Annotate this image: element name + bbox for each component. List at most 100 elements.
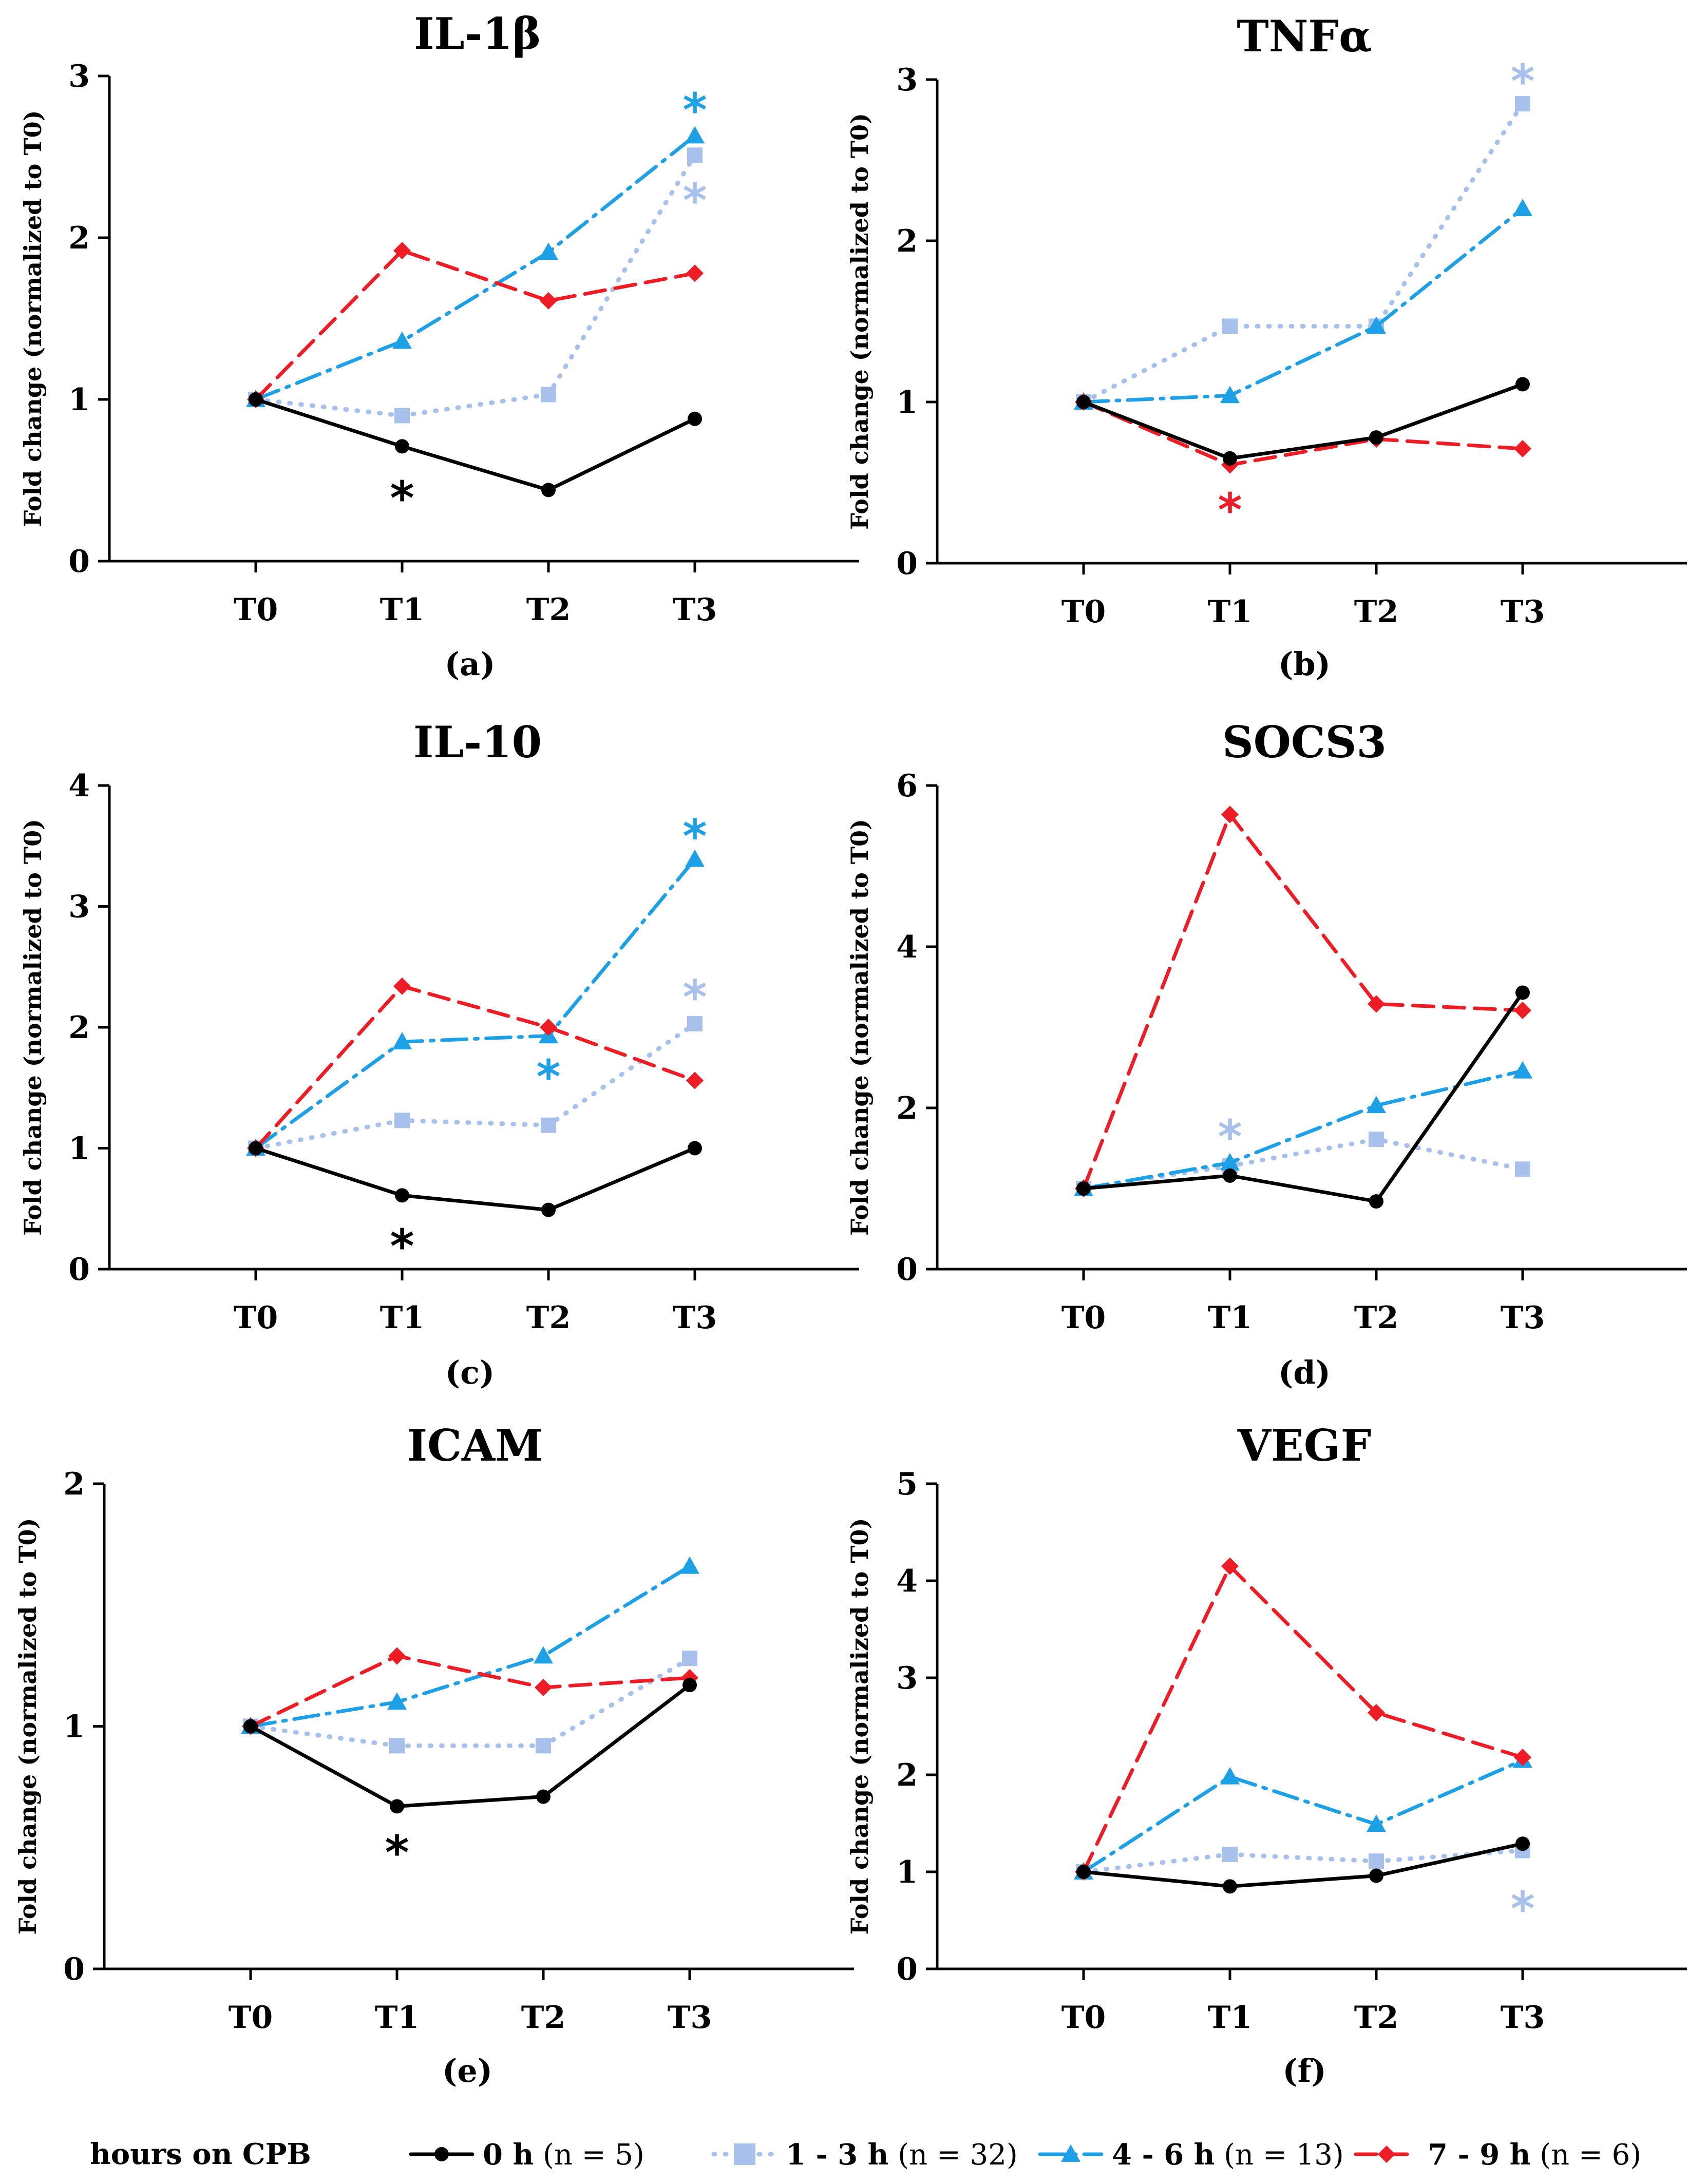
x-tick-label: T1: [1208, 2000, 1252, 2036]
data-point-h1_3: [1515, 1161, 1530, 1177]
data-point-h0: [536, 1789, 551, 1804]
panel-title: IL-1β: [414, 8, 541, 59]
data-point-h0: [249, 392, 263, 407]
data-point-h0: [1515, 1836, 1530, 1851]
data-point-h0: [243, 1719, 258, 1734]
significance-star: *: [390, 471, 414, 525]
data-point-h4_6: [1367, 316, 1386, 334]
data-point-h0: [1223, 1168, 1237, 1183]
y-tick-label: 4: [896, 1563, 918, 1599]
x-tick-label: T2: [1354, 594, 1398, 630]
legend-title: hours on CPB: [90, 2137, 311, 2171]
y-axis-label: Fold change (normalized to T0): [19, 110, 47, 527]
x-tick-label: T3: [1501, 1300, 1545, 1336]
significance-star: *: [682, 83, 707, 137]
x-tick-label: T0: [1061, 2000, 1106, 2036]
y-tick-label: 1: [68, 1131, 90, 1167]
data-point-h0: [1369, 430, 1383, 445]
legend-marker: [1061, 2144, 1080, 2162]
x-tick-label: T3: [1501, 594, 1545, 630]
y-tick-label: 3: [896, 1660, 918, 1696]
data-point-h7_9: [393, 242, 411, 260]
y-tick-label: 2: [896, 1090, 918, 1126]
legend-label-bold: 4 - 6 h: [1112, 2138, 1215, 2172]
series-line-h0: [254, 1146, 697, 1212]
x-tick-label: T1: [380, 1300, 424, 1336]
legend-label-bold: 1 - 3 h: [786, 2138, 888, 2172]
series-line-h0: [1082, 1842, 1525, 1888]
data-point-h0: [541, 483, 556, 497]
y-tick-label: 1: [68, 382, 90, 418]
legend-item-h4_6: 4 - 6 h (n = 13): [1038, 2138, 1344, 2172]
x-tick-label: T3: [673, 592, 717, 628]
significance-star: *: [1218, 484, 1242, 538]
panel-2: TNFα 0 1 2 3 T0 T1 T2 T3 Fold change (normalized …: [846, 11, 1687, 683]
series-line-h4_6: [1082, 206, 1525, 404]
y-tick-label: 2: [63, 1466, 85, 1502]
panel-title: IL-10: [413, 717, 542, 768]
data-point-h4_6: [1220, 1153, 1240, 1171]
data-point-h7_9: [388, 1647, 406, 1665]
x-tick-label: T2: [1354, 1300, 1398, 1336]
x-tick-label: T0: [234, 1300, 278, 1336]
data-point-h7_9: [1514, 1748, 1531, 1766]
data-point-h0: [1223, 1879, 1237, 1894]
data-point-h7_9: [1368, 1704, 1385, 1722]
panel-label: (f): [1282, 2052, 1326, 2090]
legend-label: 1 - 3 h (n = 32): [786, 2138, 1018, 2172]
series-line-h4_6: [254, 134, 697, 401]
data-point-h0: [249, 1141, 263, 1156]
x-tick-label: T2: [521, 2000, 565, 2036]
series-line-h7_9: [1082, 813, 1525, 1191]
y-tick-label: 0: [68, 1252, 90, 1288]
data-point-h7_9: [686, 1071, 704, 1089]
data-point-h0: [1076, 1181, 1091, 1196]
panel-label: (c): [445, 1354, 495, 1391]
data-point-h4_6: [534, 1646, 553, 1664]
data-point-h0: [395, 1188, 409, 1203]
panel-title: SOCS3: [1222, 717, 1387, 768]
data-point-h0: [1223, 451, 1237, 466]
data-point-h7_9: [1514, 1002, 1531, 1020]
y-axis-label: Fold change (normalized to T0): [14, 1518, 42, 1935]
significance-star: *: [1510, 1882, 1534, 1936]
series-line-h1_3: [253, 1021, 697, 1151]
y-tick-label: 2: [896, 1757, 918, 1793]
panel-label: (a): [445, 645, 496, 683]
data-point-h1_3: [1369, 1132, 1384, 1147]
data-point-h4_6: [392, 331, 412, 349]
panel-4: SOCS3 0 2 4 6 T0 T1 T2 T3 Fold change (normalized…: [846, 717, 1687, 1391]
x-tick-label: T2: [526, 592, 571, 628]
y-tick-label: 6: [896, 768, 918, 804]
data-point-h7_9: [1514, 440, 1531, 458]
data-point-h4_6: [1220, 386, 1240, 404]
data-point-h0: [682, 1678, 697, 1693]
x-tick-label: T1: [1208, 594, 1252, 630]
data-point-h0: [541, 1202, 556, 1217]
x-tick-label: T1: [375, 2000, 419, 2036]
y-tick-label: 5: [896, 1466, 918, 1502]
data-point-h0: [390, 1799, 404, 1814]
significance-star: *: [385, 1826, 409, 1880]
data-point-h0: [688, 411, 702, 426]
legend-label: 0 h (n = 5): [483, 2138, 644, 2172]
series-line-h4_6: [1082, 1069, 1525, 1191]
legend-label-count: (n = 6): [1530, 2138, 1641, 2172]
series-line-h7_9: [254, 248, 697, 401]
y-tick-label: 0: [896, 546, 918, 582]
x-tick-label: T1: [380, 592, 424, 628]
data-point-h4_6: [685, 126, 705, 144]
data-point-h7_9: [535, 1678, 552, 1696]
data-point-h0: [1076, 395, 1091, 409]
x-tick-label: T0: [1061, 1300, 1106, 1336]
significance-star: *: [682, 970, 707, 1024]
legend-label: 7 - 9 h (n = 6): [1428, 2138, 1641, 2172]
legend-label: 4 - 6 h (n = 13): [1112, 2138, 1344, 2172]
y-tick-label: 0: [896, 1951, 918, 1987]
x-tick-label: T2: [1354, 2000, 1398, 2036]
legend-label-bold: 7 - 9 h: [1428, 2138, 1530, 2172]
data-point-h1_3: [389, 1738, 405, 1754]
panel-1: IL-1β 0 1 2 3 T0 T1 T2 T3 Fold change (normalized…: [19, 8, 859, 683]
data-point-h0: [1076, 1865, 1091, 1879]
